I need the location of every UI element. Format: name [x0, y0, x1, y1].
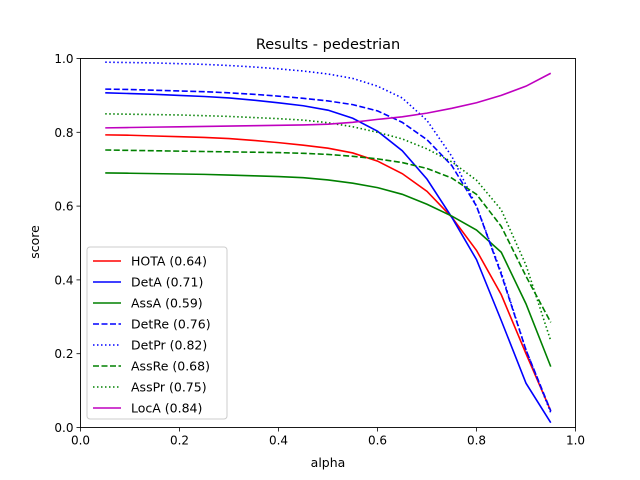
x-tick-label: 1.0	[566, 434, 585, 448]
legend-label-5: AssRe (0.68)	[131, 359, 210, 374]
legend-label-6: AssPr (0.75)	[131, 380, 207, 395]
x-tick-label: 0.2	[170, 434, 189, 448]
series-line-6	[105, 113, 552, 342]
y-tick-label: 0.6	[54, 200, 73, 214]
legend-label-4: DetPr (0.82)	[131, 338, 207, 353]
legend-box	[86, 246, 228, 420]
y-tick-label: 1.0	[54, 52, 73, 66]
legend-label-3: DetRe (0.76)	[131, 317, 211, 332]
plot-series-group	[105, 61, 552, 424]
series-line-0	[105, 134, 552, 412]
plot-frame	[80, 58, 576, 428]
x-tick-label: 0.8	[467, 434, 486, 448]
legend-label-1: DetA (0.71)	[131, 275, 203, 290]
y-tick-label: 0.4	[54, 273, 73, 287]
legend-label-7: LocA (0.84)	[131, 401, 202, 416]
series-line-7	[105, 72, 552, 129]
y-tick-label: 0.0	[54, 421, 73, 435]
legend: HOTA (0.64) DetA (0.71) AssA (0.59) DetRe (…	[86, 246, 228, 420]
x-axis-label: alpha	[311, 455, 346, 470]
x-tick-label: 0.0	[71, 434, 90, 448]
legend-label-2: AssA (0.59)	[131, 296, 203, 311]
x-tick-label: 0.6	[368, 434, 387, 448]
axis-ticks-group: 0.0 0.2 0.4 0.6 0.8 1.0 0.0 0.2 0.4 0.6 0.8 1.0	[54, 52, 585, 448]
x-tick-label: 0.4	[269, 434, 288, 448]
series-line-3	[105, 88, 552, 412]
series-line-1	[105, 92, 552, 424]
y-axis-label: score	[27, 225, 42, 259]
series-line-2	[105, 172, 552, 367]
y-tick-label: 0.8	[54, 126, 73, 140]
legend-label-0: HOTA (0.64)	[131, 254, 207, 269]
chart-title: Results - pedestrian	[256, 37, 400, 53]
series-line-5	[105, 149, 552, 323]
y-tick-label: 0.2	[54, 347, 73, 361]
